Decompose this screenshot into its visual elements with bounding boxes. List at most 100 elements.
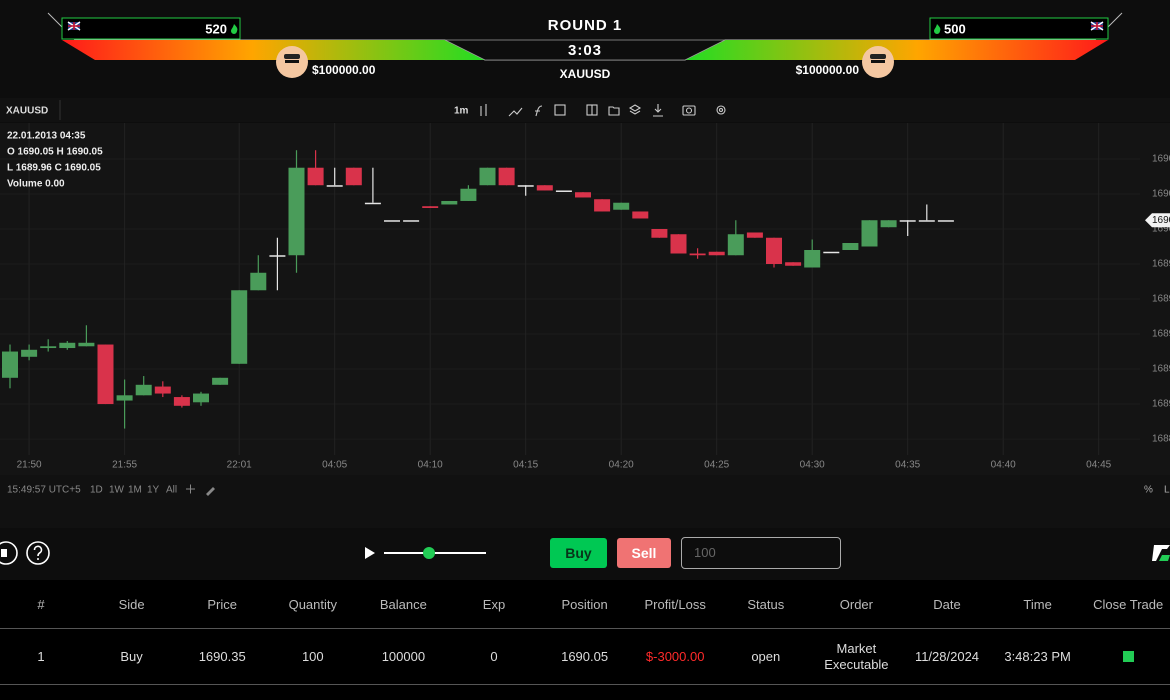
grid <box>0 123 1140 455</box>
percent-toggle[interactable]: % <box>1144 485 1153 496</box>
x-tick-label: 04:30 <box>800 460 825 471</box>
balance-right: $100000.00 <box>796 63 860 77</box>
y-tick-label: 1688 <box>1152 434 1170 445</box>
candle-body <box>536 185 553 191</box>
timer: 3:03 <box>568 42 602 59</box>
x-tick-label: 04:25 <box>704 460 729 471</box>
buy-button[interactable]: Buy <box>550 538 607 568</box>
column-header: Exp <box>482 597 506 612</box>
range-button[interactable]: 1W <box>109 485 125 496</box>
avatar-right <box>862 46 894 78</box>
log-toggle[interactable]: L <box>1164 485 1170 496</box>
candle-body <box>78 342 95 347</box>
candle-body <box>651 228 668 238</box>
candle-body <box>517 185 534 187</box>
table-cell: 1 <box>37 649 45 664</box>
toolbar-icons[interactable] <box>480 104 726 117</box>
exit-icon[interactable] <box>0 541 18 565</box>
score-box-right <box>929 17 1109 40</box>
candle-body <box>632 211 649 219</box>
candle-body <box>727 234 744 256</box>
column-header: Close Trade <box>1093 597 1164 612</box>
table-cell: 0 <box>490 649 498 664</box>
add-icon[interactable] <box>186 484 195 494</box>
candle-body <box>97 344 114 405</box>
amount-input[interactable]: 100 <box>681 537 841 569</box>
x-tick-label: 04:10 <box>418 460 443 471</box>
candles <box>2 150 954 429</box>
play-button[interactable] <box>365 547 375 559</box>
candle-body <box>498 167 515 186</box>
candle-body <box>861 220 878 247</box>
table-cell: 3:48:23 PM <box>1004 649 1071 664</box>
candle-body <box>326 185 343 187</box>
candle-body <box>173 397 190 406</box>
x-tick-label: 21:50 <box>17 460 42 471</box>
candle-body <box>40 346 57 349</box>
candle-body <box>384 220 400 222</box>
candle-body <box>422 206 439 208</box>
column-header: Balance <box>379 597 427 612</box>
table-cell: open <box>751 649 781 664</box>
clock: 15:49:57 UTC+5 <box>7 485 81 496</box>
legend-volume: Volume 0.00 <box>7 179 65 190</box>
last-price-label: 1690 <box>1152 215 1170 226</box>
balance-left: $100000.00 <box>312 63 376 77</box>
y-tick-label: 1690 <box>1152 189 1170 200</box>
candle-body <box>708 251 725 256</box>
slider-knob[interactable] <box>423 547 435 559</box>
table-cell: 1690.05 <box>561 649 609 664</box>
range-button[interactable]: 1Y <box>147 485 160 496</box>
table-cell: 11/28/2024 <box>914 649 980 664</box>
column-header: Side <box>118 597 145 612</box>
table-cell: $-3000.00 <box>645 649 705 664</box>
column-header: Position <box>561 597 608 612</box>
logo-shape <box>1152 545 1170 561</box>
last-price-tag <box>1145 213 1170 228</box>
candle-body <box>307 167 324 186</box>
candle-body <box>441 200 458 205</box>
chart-toolbar <box>0 98 1170 122</box>
candle-body <box>2 351 18 378</box>
column-header: Time <box>1023 597 1052 612</box>
column-header: Status <box>747 597 785 612</box>
x-tick-label: 04:45 <box>1086 460 1111 471</box>
row-divider <box>0 684 1170 685</box>
candle-body <box>594 199 611 212</box>
table-cell: Buy <box>120 649 143 664</box>
logo <box>1152 545 1170 561</box>
candle-body <box>670 234 687 254</box>
x-tick-label: 04:35 <box>895 460 920 471</box>
interval[interactable]: 1m <box>454 106 469 117</box>
candle-body <box>785 262 802 266</box>
sell-button[interactable]: Sell <box>617 538 671 568</box>
flame-icon <box>231 24 238 34</box>
candle-body <box>135 384 152 396</box>
flame-icon <box>934 24 941 34</box>
toolbar-symbol: XAUUSD <box>6 106 48 117</box>
candle-body <box>555 190 572 192</box>
table-cell: 100000 <box>381 649 426 664</box>
candle-body <box>575 192 591 198</box>
legend-date: 22.01.2013 04:35 <box>7 131 86 142</box>
candle-body <box>193 393 209 403</box>
y-tick-label: 1689 <box>1152 259 1170 270</box>
help-icon[interactable] <box>26 541 50 565</box>
range-button[interactable]: All <box>166 485 177 496</box>
range-button[interactable]: 1M <box>128 485 142 496</box>
x-tick-label: 04:40 <box>991 460 1016 471</box>
candle-body <box>59 342 76 349</box>
candle-body <box>269 255 286 257</box>
candle-body <box>766 237 782 265</box>
header-symbol: XAUUSD <box>560 67 611 81</box>
round-title: ROUND 1 <box>548 17 623 34</box>
close-trade-button[interactable] <box>1123 651 1134 662</box>
draw-icon[interactable] <box>206 487 215 496</box>
x-tick-label: 04:20 <box>609 460 634 471</box>
y-tick-label: 1690 <box>1152 224 1170 235</box>
avatar-left <box>276 46 308 78</box>
legend-ohlc: L 1689.96 C 1690.05 <box>7 163 101 174</box>
candle-body <box>460 188 477 201</box>
range-button[interactable]: 1D <box>90 485 103 496</box>
controls-left <box>0 541 486 565</box>
